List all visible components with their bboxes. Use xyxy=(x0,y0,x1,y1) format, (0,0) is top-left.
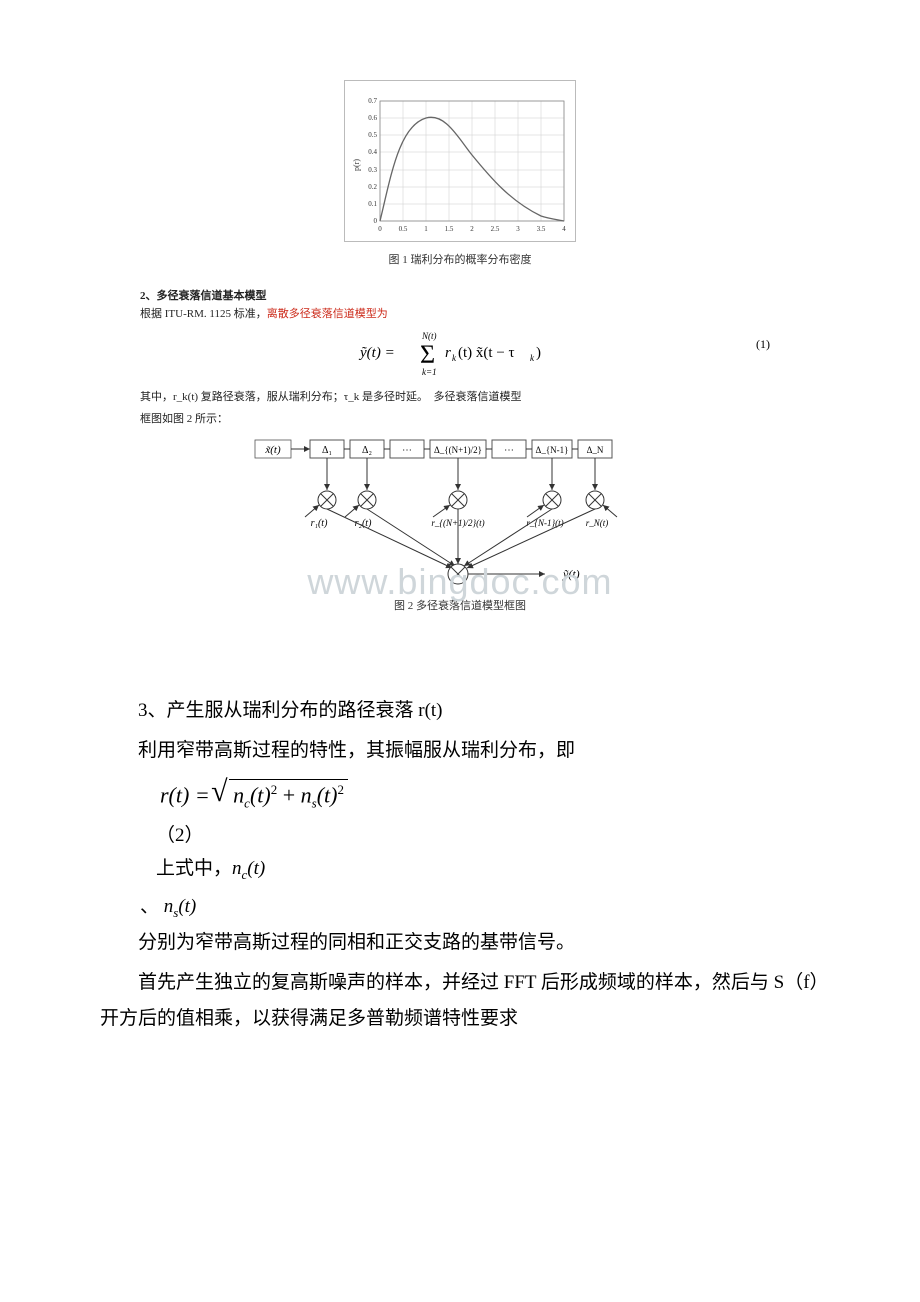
eq2-number: （2） xyxy=(156,820,820,847)
watermark-text: www.bingdoc.com xyxy=(100,561,820,603)
section2-line3: 框图如图 2 所示： xyxy=(140,410,820,426)
section3-p1: 利用窄带高斯过程的特性，其振幅服从瑞利分布，即 xyxy=(100,733,820,769)
svg-text:r_N(t): r_N(t) xyxy=(586,518,609,528)
svg-text:Σ: Σ xyxy=(420,340,435,369)
equation-2: r(t) = √ nc(t)2 + ns(t)2 xyxy=(160,779,820,812)
section2-line2b: 多径衰落信道模型 xyxy=(433,391,521,403)
svg-text:0: 0 xyxy=(374,217,378,225)
eq2-pow1: 2 xyxy=(271,782,278,797)
svg-text:r: r xyxy=(445,345,451,361)
chart-ylabel: p(r) xyxy=(352,159,361,171)
svg-text:2: 2 xyxy=(470,225,474,233)
svg-text:Δ_{N-1}: Δ_{N-1} xyxy=(536,445,569,455)
svg-text:3.5: 3.5 xyxy=(537,225,546,233)
section2-line2: 其中，r_k(t) 复路径衰落，服从瑞利分布；τ_k 是多径时延。 多径衰落信道… xyxy=(140,388,820,404)
svg-text:2.5: 2.5 xyxy=(491,225,500,233)
section3-p2: 上式中，nc(t) xyxy=(156,851,820,887)
rayleigh-pdf-chart: 0 0.1 0.2 0.3 0.4 0.5 0.6 0.7 0 0.5 1 1.… xyxy=(344,80,576,242)
ns-line: 、 ns(t) xyxy=(140,891,820,921)
section2-line1a: 根据 ITU-RM. 1125 标准， xyxy=(140,308,267,320)
eq1-number: (1) xyxy=(756,337,770,352)
svg-text:⋯: ⋯ xyxy=(504,445,514,456)
section2-line2a: 其中，r_k(t) 复路径衰落，服从瑞利分布；τ_k 是多径时延。 xyxy=(140,391,428,403)
section3-p4: 首先产生独立的复高斯噪声的样本，并经过 FFT 后形成频域的样本，然后与 S（f… xyxy=(100,965,820,1037)
svg-text:Δ₁: Δ₁ xyxy=(322,445,332,456)
svg-text:0.7: 0.7 xyxy=(368,97,377,105)
svg-text:0.5: 0.5 xyxy=(399,225,408,233)
section2-heading: 2、多径衰落信道基本模型 xyxy=(140,287,820,303)
eq2-t2: (t) xyxy=(317,783,338,808)
svg-text:Δ₂: Δ₂ xyxy=(362,445,372,456)
section3-p3: 分别为窄带高斯过程的同相和正交支路的基带信号。 xyxy=(100,925,820,961)
svg-text:(t) x̃(t − τ: (t) x̃(t − τ xyxy=(458,345,515,361)
section3-heading: 3、产生服从瑞利分布的路径衰落 r(t) xyxy=(100,693,820,729)
svg-text:k=1: k=1 xyxy=(422,367,437,377)
eq2-t1: (t) xyxy=(250,783,271,808)
svg-text:k: k xyxy=(530,353,535,363)
svg-text:N(t): N(t) xyxy=(421,331,437,341)
eq2-ns-n: n xyxy=(301,783,312,808)
svg-text:0.4: 0.4 xyxy=(368,148,377,156)
section2-line1: 根据 ITU-RM. 1125 标准，离散多径衰落信道模型为 xyxy=(140,305,820,321)
svg-text:r₁(t): r₁(t) xyxy=(311,518,328,529)
svg-text:0.2: 0.2 xyxy=(368,183,377,191)
svg-text:4: 4 xyxy=(562,225,566,233)
svg-text:⋯: ⋯ xyxy=(402,445,412,456)
svg-text:0: 0 xyxy=(378,225,382,233)
svg-text:k: k xyxy=(452,353,457,363)
svg-text:3: 3 xyxy=(516,225,520,233)
svg-text:ỹ(t) =: ỹ(t) = xyxy=(358,345,395,361)
svg-text:0.6: 0.6 xyxy=(368,114,377,122)
equation-1: ỹ(t) = Σ N(t) k=1 r k (t) x̃(t − τ k ) (… xyxy=(100,327,820,382)
eq2-nc-n: n xyxy=(233,783,244,808)
svg-text:x̃(t): x̃(t) xyxy=(264,444,281,456)
fig1-caption: 图 1 瑞利分布的概率分布密度 xyxy=(100,251,820,267)
section2-line1b: 离散多径衰落信道模型为 xyxy=(267,308,388,320)
svg-text:1: 1 xyxy=(424,225,428,233)
eq2-pow2: 2 xyxy=(337,782,344,797)
svg-text:1.5: 1.5 xyxy=(445,225,454,233)
svg-text:Δ_{(N+1)/2}: Δ_{(N+1)/2} xyxy=(434,445,482,455)
svg-text:): ) xyxy=(536,345,541,361)
svg-text:0.3: 0.3 xyxy=(368,166,377,174)
eq2-lhs: r(t) = xyxy=(160,783,210,808)
svg-text:0.5: 0.5 xyxy=(368,131,377,139)
sep-dot: 、 xyxy=(140,896,159,917)
svg-text:0.1: 0.1 xyxy=(368,200,377,208)
svg-text:Δ_N: Δ_N xyxy=(587,445,604,455)
p2-prefix: 上式中， xyxy=(156,858,232,879)
